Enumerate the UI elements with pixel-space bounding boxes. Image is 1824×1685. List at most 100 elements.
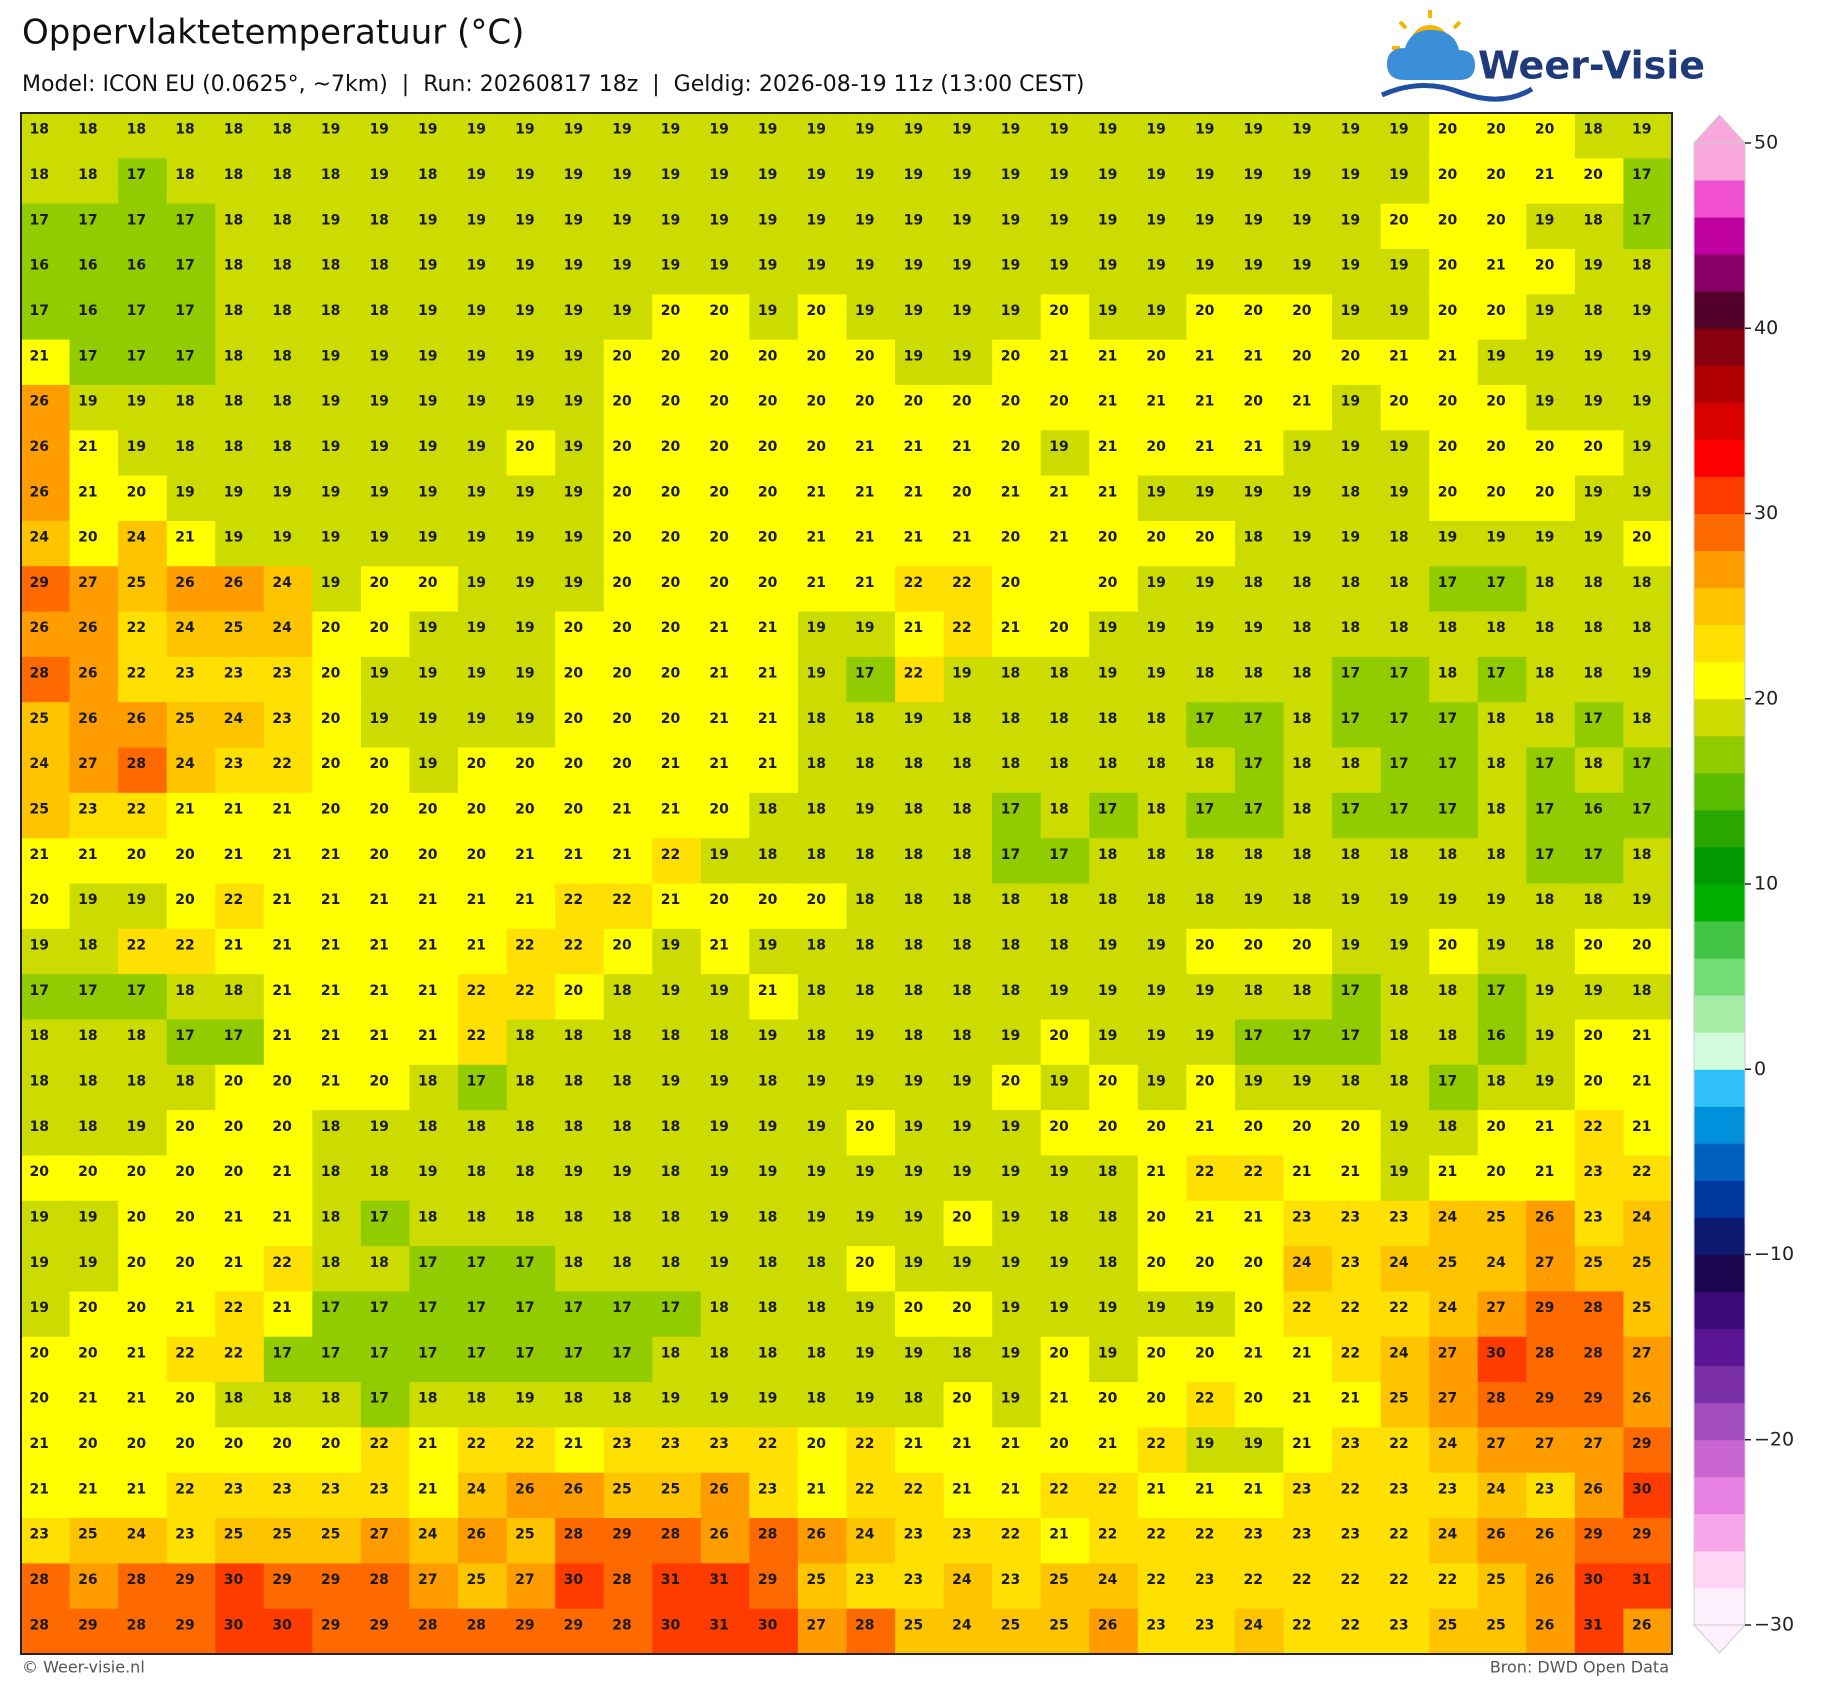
temperature-cell (360, 611, 411, 658)
temperature-label: 19 (1098, 937, 1117, 953)
temperature-cell (360, 1155, 411, 1202)
temperature-cell (1526, 384, 1576, 431)
temperature-label: 26 (1535, 1527, 1554, 1543)
temperature-cell (21, 1110, 71, 1157)
temperature-cell (555, 520, 605, 567)
temperature-cell (166, 158, 216, 205)
temperature-label: 19 (1001, 303, 1020, 319)
temperature-label: 18 (806, 756, 825, 772)
temperature-label: 26 (78, 666, 97, 682)
temperature-cell (1089, 430, 1139, 477)
temperature-cell (69, 294, 119, 341)
temperature-label: 19 (1146, 1073, 1165, 1089)
temperature-label: 25 (1632, 1255, 1651, 1271)
temperature-label: 23 (1341, 1255, 1360, 1271)
temperature-cell (992, 430, 1042, 477)
temperature-label: 20 (661, 711, 681, 727)
colorbar-band (1694, 958, 1745, 996)
temperature-label: 19 (369, 122, 388, 138)
temperature-label: 18 (661, 1209, 680, 1225)
temperature-label: 16 (78, 303, 97, 319)
temperature-label: 28 (30, 666, 49, 682)
temperature-cell (409, 702, 459, 749)
temperature-label: 19 (806, 1119, 825, 1135)
temperature-label: 20 (127, 484, 147, 500)
temperature-label: 19 (564, 258, 583, 274)
temperature-label: 20 (127, 1300, 147, 1316)
temperature-label: 18 (806, 1255, 825, 1271)
temperature-label: 18 (904, 983, 923, 999)
temperature-label: 21 (272, 802, 291, 818)
temperature-cell (458, 339, 508, 386)
temperature-label: 18 (952, 756, 971, 772)
temperature-label: 17 (418, 1300, 437, 1316)
temperature-cell (263, 974, 313, 1021)
temperature-label: 19 (1146, 983, 1165, 999)
temperature-cell (312, 747, 362, 794)
temperature-label: 20 (1486, 122, 1506, 138)
temperature-label: 19 (1146, 1300, 1165, 1316)
temperature-label: 18 (224, 348, 243, 364)
temperature-cell (69, 1064, 119, 1111)
temperature-cell (215, 430, 265, 477)
temperature-label: 18 (904, 847, 923, 863)
temperature-label: 19 (467, 394, 486, 410)
temperature-cell (943, 747, 993, 794)
temperature-cell (652, 974, 702, 1021)
temperature-label: 18 (1292, 892, 1311, 908)
temperature-label: 19 (321, 575, 340, 591)
temperature-label: 18 (272, 394, 291, 410)
temperature-cell (1380, 520, 1430, 567)
temperature-label: 21 (564, 1436, 583, 1452)
temperature-cell (360, 566, 411, 613)
temperature-cell (992, 475, 1042, 522)
temperature-cell (797, 203, 848, 250)
temperature-cell (166, 792, 216, 839)
temperature-cell (1526, 883, 1576, 930)
temperature-label: 22 (1389, 1572, 1408, 1588)
temperature-cell (458, 838, 508, 885)
temperature-label: 19 (1389, 1164, 1408, 1180)
temperature-label: 19 (564, 167, 583, 183)
temperature-cell (797, 974, 848, 1021)
temperature-label: 23 (1341, 1436, 1360, 1452)
colorbar-band (1694, 921, 1745, 959)
temperature-cell (263, 158, 313, 205)
temperature-cell (263, 248, 313, 295)
temperature-label: 19 (1583, 530, 1602, 546)
temperature-label: 17 (418, 1345, 437, 1361)
temperature-label: 17 (1583, 847, 1602, 863)
temperature-label: 17 (1098, 802, 1117, 818)
temperature-label: 16 (1583, 802, 1602, 818)
temperature-cell (360, 1110, 411, 1157)
temperature-cell (118, 702, 168, 749)
temperature-label: 29 (564, 1617, 583, 1633)
temperature-cell (1332, 339, 1382, 386)
temperature-label: 22 (1146, 1436, 1165, 1452)
temperature-cell (797, 883, 848, 930)
temperature-label: 23 (904, 1527, 923, 1543)
temperature-cell (992, 520, 1042, 567)
temperature-label: 19 (1195, 122, 1214, 138)
temperature-cell (1332, 430, 1382, 477)
temperature-label: 18 (806, 1391, 825, 1407)
temperature-label: 17 (515, 1345, 534, 1361)
temperature-cell (992, 1019, 1042, 1066)
temperature-cell (1477, 611, 1527, 658)
temperature-label: 20 (1001, 530, 1021, 546)
temperature-cell (555, 883, 605, 930)
temperature-cell (1283, 1019, 1333, 1066)
temperature-label: 17 (1438, 802, 1457, 818)
temperature-cell (1089, 611, 1139, 658)
temperature-label: 21 (272, 847, 291, 863)
temperature-label: 20 (224, 1073, 244, 1089)
temperature-cell (215, 113, 265, 159)
temperature-label: 20 (806, 1436, 826, 1452)
temperature-cell (1283, 430, 1333, 477)
temperature-label: 18 (1049, 937, 1068, 953)
temperature-label: 24 (418, 1527, 438, 1543)
temperature-cell (1526, 430, 1576, 477)
temperature-cell (1089, 520, 1139, 567)
temperature-cell (1234, 883, 1285, 930)
temperature-label: 30 (224, 1572, 244, 1588)
